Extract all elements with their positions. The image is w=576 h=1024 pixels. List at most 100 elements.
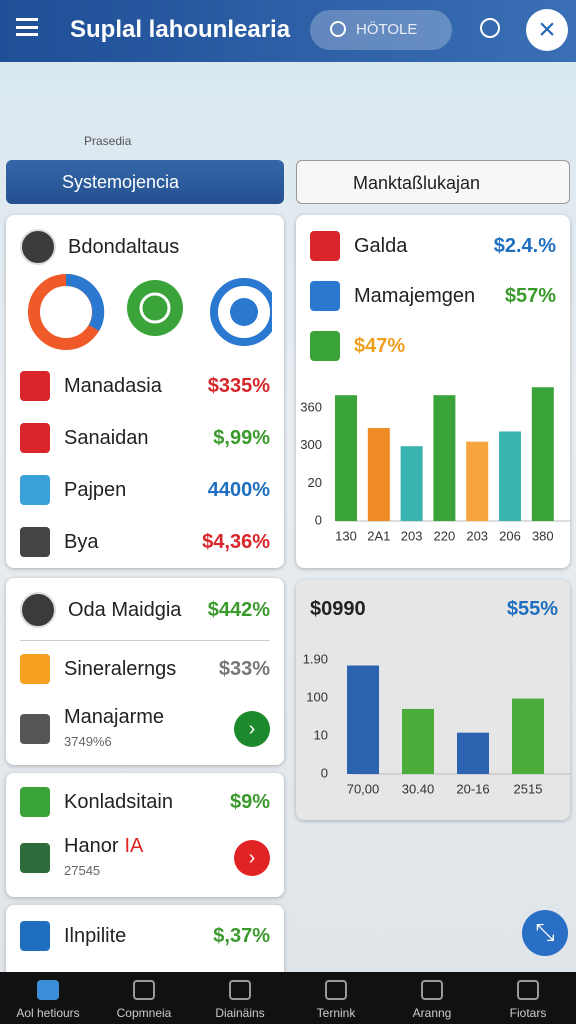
row-value: $9% [229,790,270,813]
card-title: Bdondaltaus [68,235,180,258]
row-icon [310,281,340,311]
list-row: Sineralerngs $33% [20,654,270,684]
row-title: Oda Maidgia [68,598,182,621]
list-row: Konladsitain $9% [20,787,270,817]
row-icon [20,423,50,453]
bar [531,387,554,521]
bar [433,395,456,521]
list-row: Bya $4,36% [20,527,270,557]
x-tick-label: 2515 [514,781,543,796]
x-tick-label: 30.40 [402,781,435,796]
bar [400,446,423,521]
list-card: Oda Maidgia $442% Sineralerngs $33% Manajarm… [6,578,284,765]
y-axis-label: 1.90 [303,651,328,666]
fab-button[interactable]: ⤡ [522,910,568,956]
bar [499,431,521,521]
row-value: $2.4.% [493,234,556,257]
row-value: $47% [354,334,406,357]
tab[interactable]: Manktaßlukajan [296,160,570,204]
y-axis-label: 0 [321,765,328,780]
row-label: Sanaidan [64,426,149,449]
x-tick-label: 70,00 [347,781,380,796]
row-value: $4,36% [202,530,270,553]
avatar [20,229,56,265]
row-title: Hanor [64,835,119,857]
row-title: Manajarme [64,706,165,728]
x-tick-label: 203 [401,528,423,543]
map-label: Prasedia [84,134,132,148]
x-tick-label: 220 [434,528,456,543]
row-icon [20,787,50,817]
nav-item[interactable]: Aol hetiours [0,972,96,1024]
y-axis-label: 10 [314,727,328,742]
row-text: Hanor IA 27545 [64,835,143,881]
row-value: $,37% [213,924,270,947]
bottom-nav: Aol hetiours Copmneia Diainäins Ternink Aran… [0,972,576,1024]
card-title: $0990 [310,598,366,620]
nav-item[interactable]: Copmneia [96,972,192,1024]
bar-chart: 360 300 20 0 130 2A1 203 220 203 206 380 [300,387,570,543]
list-row: Mamajemgen $57% [310,281,556,311]
list-row: Pajpen 4400% [20,475,270,505]
list-row: Galda $2.4.% [310,231,556,261]
list-row: Sanaidan $,99% [20,423,270,453]
list-card: Konladsitain $9% Hanor IA 27545 › [6,773,284,897]
bar [466,441,489,521]
row-value: $57% [504,284,556,307]
row-text: Ilnpilite [64,925,126,948]
list-row: Hanor IA 27545 › [20,835,270,881]
row-subtitle: 3749%6 [64,734,112,749]
bar [402,708,434,774]
y-axis-label: 100 [306,689,328,704]
nav-item[interactable]: Ternink [288,972,384,1024]
row-text: Oda Maidgia [68,599,181,622]
row-label: Mamajemgen [354,284,476,307]
row-value: $33% [218,657,270,680]
y-axis-label: 300 [300,437,322,452]
row-icon [310,331,340,361]
row-value: 4400% [207,478,270,501]
row-value: $442% [207,598,270,621]
nav-item[interactable]: Fiotars [480,972,576,1024]
bar [512,698,544,774]
badges [28,273,272,350]
row-icon [20,371,50,401]
x-tick-label: 2A1 [367,528,390,543]
chevron-button[interactable]: › [234,711,270,747]
menu-button[interactable] [16,18,38,36]
right-card: 360 300 20 0 130 2A1 203 220 203 206 380 Galda $2.4… [296,215,570,568]
row-title: Ilnpilite [64,924,127,947]
bar [347,665,379,774]
list-row: Oda Maidgia $442% [20,592,270,628]
avatar [20,592,56,628]
row-label: Galda [354,234,408,257]
row-label: Manadasia [64,374,162,397]
close-button[interactable]: × [526,9,568,51]
list-row: $47% [310,331,556,361]
x-tick-label: 380 [532,528,554,543]
x-tick-label: 206 [499,528,521,543]
bar [335,395,357,521]
row-value: $335% [207,374,270,397]
search-button[interactable] [480,18,500,38]
x-tick-label: 203 [466,528,488,543]
x-tick-label: 20-16 [456,781,489,796]
row-title: Konladsitain [64,790,173,813]
nav-item[interactable]: Diainäins [192,972,288,1024]
y-axis-label: 360 [300,399,322,414]
x-tick-label: 130 [335,528,357,543]
bar [457,732,489,774]
y-axis-label: 0 [315,512,322,527]
row-icon [310,231,340,261]
row-text: Manajarme 3749%6 [64,706,164,752]
nav-item[interactable]: Aranng [384,972,480,1024]
divider [20,640,270,641]
row-icon [20,654,50,684]
row-icon [20,475,50,505]
app-title: Suplal lahounlearia [70,16,291,43]
row-icon [20,714,50,744]
tab[interactable]: Systemojencia [6,160,284,204]
chevron-button[interactable]: › [234,840,270,876]
row-title: Sineralerngs [64,657,177,680]
